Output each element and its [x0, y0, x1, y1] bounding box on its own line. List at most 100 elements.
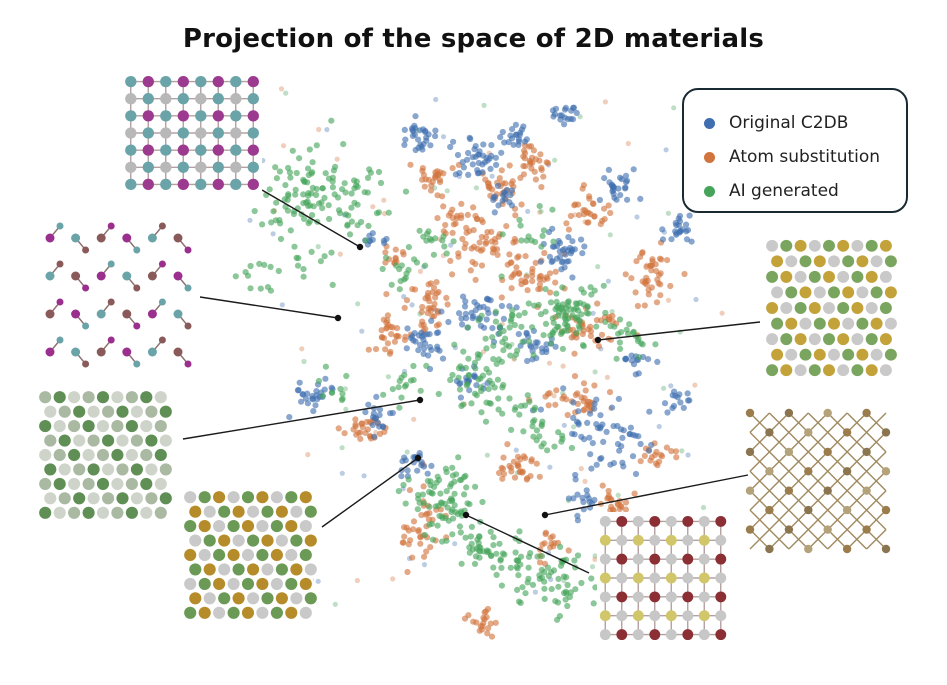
- scatter-point: [374, 419, 381, 426]
- scatter-point: [407, 161, 414, 168]
- scatter-point: [500, 347, 507, 354]
- atom: [71, 233, 81, 243]
- scatter-point: [520, 163, 527, 170]
- scatter-point: [529, 272, 536, 279]
- atom: [111, 391, 124, 404]
- scatter-point: [423, 237, 430, 244]
- scatter-point: [313, 191, 320, 199]
- scatter-point: [495, 356, 502, 363]
- atom: [71, 271, 81, 281]
- atom: [649, 515, 661, 527]
- atom: [177, 93, 189, 105]
- scatter-point: [299, 391, 306, 398]
- scatter-point: [462, 310, 469, 317]
- scatter-point: [463, 484, 470, 491]
- scatter-point: [581, 406, 588, 413]
- scatter-point: [653, 268, 660, 275]
- scatter-point: [441, 500, 448, 507]
- scatter-point: [657, 281, 664, 288]
- atom: [96, 506, 110, 519]
- scatter-point: [585, 219, 592, 226]
- scatter-point: [634, 214, 640, 220]
- scatter-point: [418, 143, 425, 150]
- scatter-point: [499, 475, 506, 482]
- scatter-point: [656, 423, 662, 430]
- atom: [218, 534, 231, 547]
- scatter-point: [607, 232, 613, 238]
- atom: [865, 364, 878, 377]
- scatter-point: [411, 122, 418, 129]
- atom: [218, 563, 231, 576]
- scatter-point: [473, 392, 480, 399]
- scatter-point: [459, 235, 466, 243]
- atom: [785, 348, 798, 361]
- scatter-point: [396, 286, 403, 293]
- scatter-point: [300, 266, 307, 273]
- scatter-point: [616, 316, 624, 323]
- leader-endpoint: [416, 396, 424, 404]
- atom: [823, 486, 832, 495]
- scatter-point: [572, 586, 579, 593]
- scatter-point: [476, 543, 483, 551]
- atom: [53, 420, 66, 433]
- scatter-point: [369, 421, 376, 429]
- scatter-point: [422, 295, 429, 302]
- scatter-point: [565, 298, 572, 305]
- scatter-point: [549, 206, 556, 213]
- atom: [189, 563, 202, 576]
- scatter-point: [556, 248, 563, 255]
- scatter-point: [617, 192, 624, 199]
- atom: [116, 463, 129, 476]
- scatter-point: [465, 355, 472, 362]
- scatter-point: [567, 589, 574, 596]
- scatter-point: [328, 249, 335, 256]
- scatter-point: [489, 325, 496, 332]
- atom: [241, 548, 255, 562]
- scatter-point: [648, 454, 656, 461]
- atom: [147, 233, 157, 243]
- scatter-point: [495, 395, 502, 402]
- scatter-point: [403, 270, 410, 277]
- atom: [203, 592, 216, 605]
- scatter-point: [466, 134, 473, 141]
- scatter-point: [501, 189, 508, 196]
- atom: [665, 610, 677, 622]
- scatter-point: [309, 212, 316, 219]
- scatter-point: [339, 395, 346, 402]
- atom: [232, 592, 245, 605]
- atom: [230, 110, 242, 122]
- scatter-point: [456, 310, 463, 317]
- atom: [184, 606, 197, 619]
- scatter-point: [511, 406, 518, 413]
- atom: [102, 463, 115, 476]
- scatter-point: [469, 154, 476, 161]
- atom: [261, 534, 274, 547]
- scatter-point: [587, 332, 595, 340]
- atom: [184, 491, 197, 504]
- scatter-point: [305, 220, 312, 227]
- atom: [813, 317, 826, 330]
- atom: [198, 548, 211, 562]
- scatter-point: [305, 165, 312, 172]
- scatter-point: [479, 372, 487, 379]
- scatter-point: [382, 259, 389, 266]
- atom: [771, 317, 784, 330]
- atom: [745, 447, 755, 457]
- scatter-point: [488, 142, 495, 149]
- scatter-point: [463, 382, 470, 389]
- scatter-point: [601, 175, 608, 182]
- scatter-point: [482, 418, 490, 425]
- scatter-point: [411, 416, 417, 422]
- atom: [851, 239, 864, 252]
- scatter-point: [285, 164, 292, 172]
- scatter-point: [582, 387, 589, 394]
- scatter-point: [421, 562, 428, 568]
- atom: [44, 405, 57, 418]
- scatter-point: [438, 308, 445, 315]
- scatter-point: [575, 419, 582, 426]
- leader-endpoint: [414, 454, 422, 462]
- atom: [87, 405, 100, 418]
- scatter-point: [313, 388, 320, 395]
- scatter-point: [561, 121, 568, 128]
- scatter-point: [420, 336, 427, 343]
